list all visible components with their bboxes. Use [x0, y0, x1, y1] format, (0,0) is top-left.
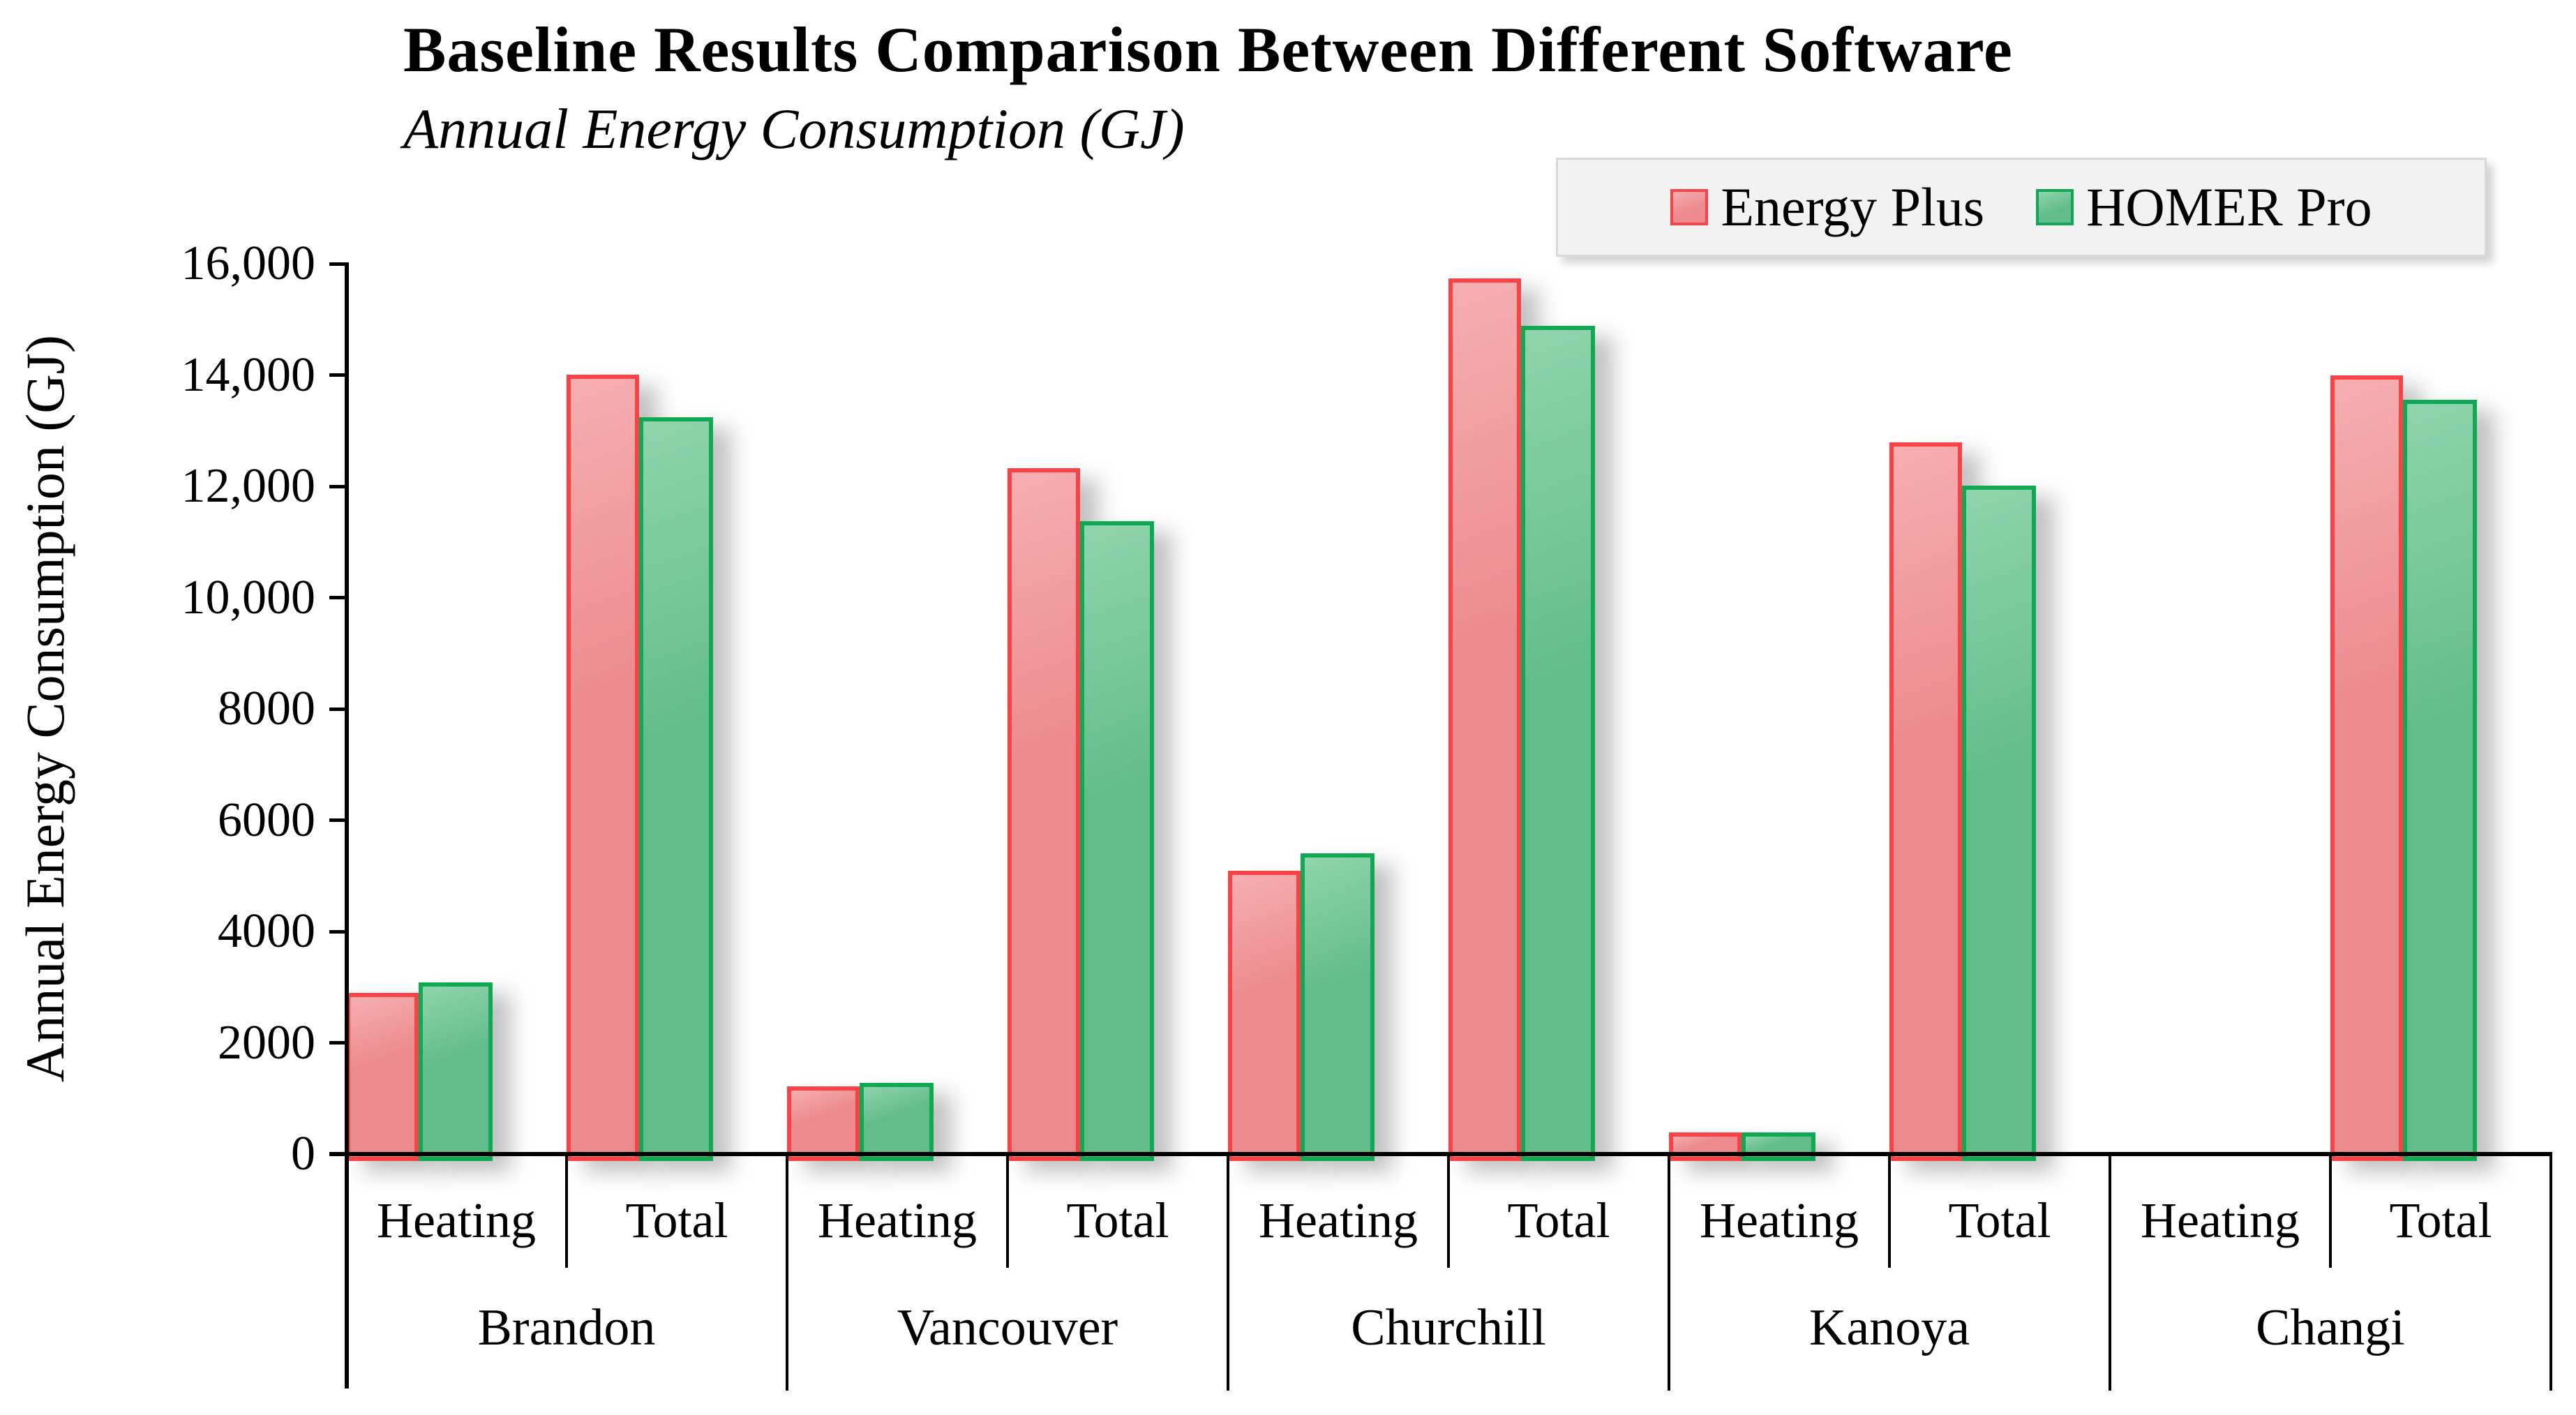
bar-homer-pro-brandon-total	[639, 417, 713, 1161]
y-tick-label: 4000	[218, 904, 315, 958]
y-tick-mark	[329, 484, 346, 488]
y-tick-label: 16,000	[181, 237, 316, 290]
group-separator	[2549, 1156, 2552, 1391]
y-tick-mark	[329, 373, 346, 377]
group-label-brandon: Brandon	[477, 1299, 656, 1356]
bar-homer-pro-kanoya-total	[1962, 486, 2036, 1161]
subcategory-divider	[1888, 1156, 1891, 1268]
legend: Energy Plus HOMER Pro	[1556, 158, 2487, 257]
subcategory-label-changi-heating: Heating	[2141, 1192, 2300, 1248]
energy-plus-swatch-icon	[1670, 189, 1709, 225]
bar-energy-plus-vancouver-total	[1008, 468, 1080, 1161]
bar-homer-pro-churchill-heating	[1301, 853, 1375, 1161]
bar-energy-plus-vancouver-heating	[787, 1086, 860, 1161]
bar-homer-pro-churchill-total	[1521, 326, 1595, 1161]
bar-energy-plus-churchill-heating	[1228, 871, 1301, 1161]
y-tick-mark	[329, 1041, 346, 1045]
y-tick-label: 10,000	[181, 570, 316, 624]
legend-item-energy-plus: Energy Plus	[1670, 176, 1984, 239]
group-separator	[1227, 1156, 1229, 1391]
y-tick-label: 12,000	[181, 459, 316, 513]
group-separator	[2109, 1156, 2111, 1391]
bar-homer-pro-vancouver-heating	[860, 1083, 934, 1161]
subcategory-divider	[1447, 1156, 1450, 1268]
subcategory-label-vancouver-total: Total	[1066, 1192, 1169, 1248]
subcategory-label-brandon-total: Total	[625, 1192, 728, 1248]
bar-energy-plus-brandon-total	[567, 375, 639, 1161]
subcategory-divider	[1006, 1156, 1009, 1268]
subcategory-label-changi-total: Total	[2389, 1192, 2492, 1248]
y-tick-label: 6000	[218, 793, 315, 847]
y-tick-mark	[329, 1152, 346, 1156]
y-tick-mark	[329, 596, 346, 599]
bar-homer-pro-kanoya-heating	[1742, 1132, 1815, 1161]
subcategory-label-brandon-heating: Heating	[377, 1192, 536, 1248]
group-label-churchill: Churchill	[1351, 1299, 1546, 1356]
subcategory-label-churchill-heating: Heating	[1259, 1192, 1418, 1248]
bar-homer-pro-vancouver-total	[1080, 521, 1154, 1161]
bar-energy-plus-kanoya-total	[1889, 442, 1962, 1161]
bar-homer-pro-changi-total	[2403, 400, 2477, 1161]
y-tick-label: 0	[291, 1127, 315, 1181]
bar-energy-plus-kanoya-heating	[1669, 1132, 1742, 1161]
legend-item-homer-pro: HOMER Pro	[2036, 176, 2372, 239]
subcategory-divider	[2329, 1156, 2332, 1268]
subcategory-label-kanoya-total: Total	[1948, 1192, 2051, 1248]
legend-label-homer-pro: HOMER Pro	[2086, 177, 2372, 237]
bar-energy-plus-brandon-heating	[346, 993, 419, 1161]
y-tick-label: 8000	[218, 682, 315, 735]
x-axis-line	[329, 1152, 2552, 1156]
plot-area	[346, 264, 2551, 1161]
y-tick-label: 2000	[218, 1015, 315, 1070]
group-label-kanoya: Kanoya	[1809, 1299, 1970, 1356]
y-tick-mark	[329, 262, 346, 266]
chart-subtitle: Annual Energy Consumption (GJ)	[403, 97, 1185, 160]
homer-pro-swatch-icon	[2036, 189, 2074, 225]
y-tick-mark	[329, 818, 346, 822]
bar-energy-plus-churchill-total	[1448, 278, 1521, 1161]
y-tick-mark	[329, 929, 346, 934]
chart-title: Baseline Results Comparison Between Diff…	[403, 14, 2013, 85]
bar-energy-plus-changi-total	[2330, 375, 2403, 1161]
subcategory-label-kanoya-heating: Heating	[1700, 1192, 1859, 1248]
legend-label-energy-plus: Energy Plus	[1721, 177, 1985, 237]
group-label-vancouver: Vancouver	[897, 1299, 1118, 1356]
subcategory-label-vancouver-heating: Heating	[818, 1192, 977, 1248]
y-axis-line	[345, 262, 349, 1388]
subcategory-divider	[565, 1156, 568, 1268]
group-separator	[786, 1156, 788, 1391]
group-label-changi: Changi	[2256, 1299, 2405, 1356]
subcategory-label-churchill-total: Total	[1507, 1192, 1610, 1248]
y-tick-label: 14,000	[181, 347, 316, 402]
group-separator	[1668, 1156, 1670, 1391]
bar-homer-pro-brandon-heating	[419, 982, 493, 1161]
y-tick-mark	[329, 707, 346, 711]
